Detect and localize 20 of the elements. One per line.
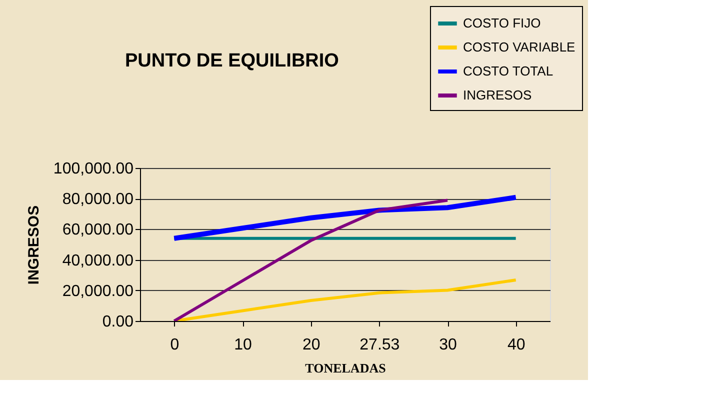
y-tick-label: 100,000.00	[53, 160, 134, 178]
y-tick-label: 80,000.00	[62, 191, 134, 208]
y-tick-label: 20,000.00	[62, 282, 134, 300]
legend-label: COSTO TOTAL	[463, 64, 554, 78]
x-tick-label: 20	[302, 336, 320, 354]
legend-label: INGRESOS	[463, 88, 532, 102]
y-tick-label: 0.00	[102, 314, 134, 330]
x-axis-title: TONELADAS	[305, 360, 386, 376]
y-axis-title: INGRESOS	[25, 205, 42, 285]
x-tick-label: 10	[234, 336, 252, 354]
legend-label: COSTO FIJO	[463, 16, 541, 30]
x-tick-label: 27.53	[360, 336, 400, 354]
y-tick-label: 40,000.00	[62, 252, 134, 270]
chart-title: PUNTO DE EQUILIBRIO	[125, 50, 339, 72]
x-tick-label: 30	[439, 336, 457, 354]
line-series	[172, 198, 449, 321]
legend-label: COSTO VARIABLE	[463, 40, 576, 54]
x-tick-label: 0	[170, 336, 180, 354]
x-tick-label: 40	[507, 336, 526, 354]
y-tick-label: 60,000.00	[62, 222, 134, 239]
